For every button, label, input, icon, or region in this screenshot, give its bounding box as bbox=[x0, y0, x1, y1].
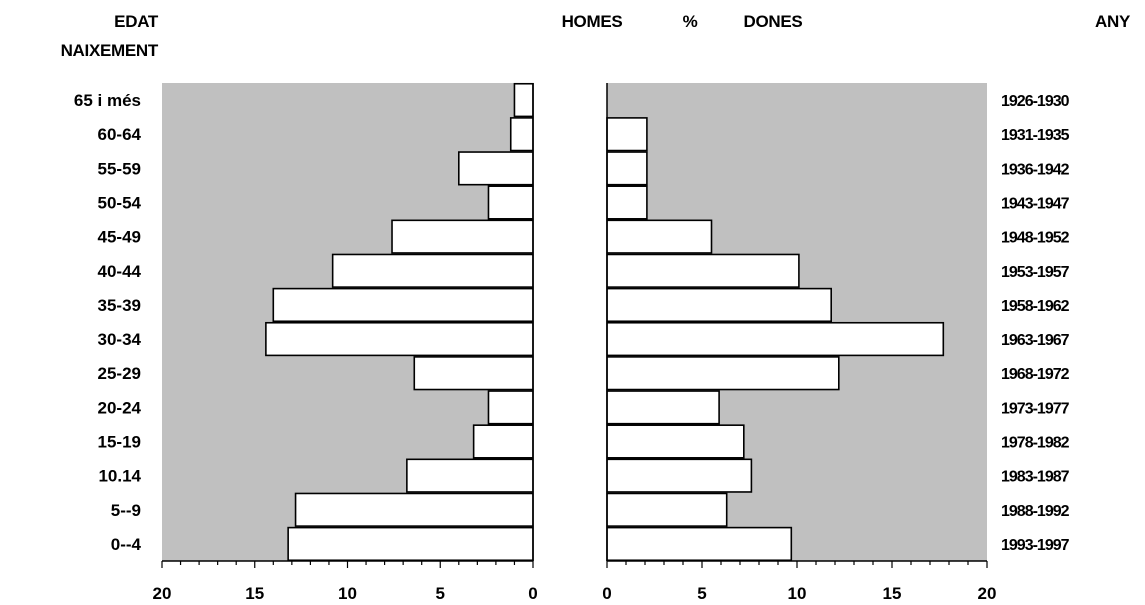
bar-dones bbox=[606, 356, 840, 391]
bar-homes bbox=[391, 219, 534, 254]
age-group-label: 0--4 bbox=[111, 535, 142, 554]
birth-year-label: 1993-1997 bbox=[1001, 537, 1070, 554]
birth-year-label: 1948-1952 bbox=[1001, 230, 1070, 247]
bar-homes bbox=[457, 151, 534, 186]
header-any: ANY bbox=[1095, 12, 1131, 31]
left-axis-tick-label: 20 bbox=[153, 584, 172, 603]
left-axis-tick-label: 5 bbox=[436, 584, 445, 603]
age-group-label: 40-44 bbox=[98, 262, 142, 281]
birth-year-label: 1968-1972 bbox=[1001, 366, 1070, 383]
bar-dones bbox=[606, 185, 648, 220]
birth-year-label: 1958-1962 bbox=[1001, 298, 1070, 315]
bar-homes bbox=[509, 117, 534, 152]
header-edat: EDAT bbox=[114, 12, 159, 31]
birth-year-label: 1988-1992 bbox=[1001, 503, 1070, 520]
header-homes: HOMES bbox=[562, 12, 623, 31]
age-group-label: 60-64 bbox=[98, 125, 142, 144]
bar-homes bbox=[487, 185, 534, 220]
age-group-label: 10.14 bbox=[98, 467, 141, 486]
bar-homes bbox=[331, 253, 534, 288]
right-axis-tick-label: 20 bbox=[978, 584, 997, 603]
birth-year-label: 1963-1967 bbox=[1001, 332, 1070, 349]
bar-dones bbox=[606, 151, 648, 186]
left-axis-tick-label: 0 bbox=[528, 584, 537, 603]
age-group-label: 30-34 bbox=[98, 330, 142, 349]
header-naixement: NAIXEMENT bbox=[61, 41, 159, 60]
age-group-label: 65 i més bbox=[74, 91, 141, 110]
age-group-label: 35-39 bbox=[98, 296, 141, 315]
bar-dones bbox=[606, 424, 745, 459]
right-axis-tick-label: 0 bbox=[602, 584, 611, 603]
bar-dones bbox=[606, 287, 832, 323]
right-axis-tick-label: 10 bbox=[788, 584, 807, 603]
header-percent: % bbox=[683, 12, 698, 31]
bar-homes bbox=[406, 458, 534, 493]
age-group-label: 5--9 bbox=[111, 501, 141, 520]
header-dones: DONES bbox=[744, 12, 803, 31]
age-group-label: 45-49 bbox=[98, 228, 141, 247]
bar-homes bbox=[472, 424, 534, 459]
birth-year-label: 1978-1982 bbox=[1001, 435, 1070, 452]
bar-homes bbox=[272, 287, 534, 323]
bar-dones bbox=[606, 526, 793, 562]
right-axis-tick-label: 5 bbox=[697, 584, 706, 603]
left-axis-tick-label: 15 bbox=[245, 584, 264, 603]
left-axis-tick-label: 10 bbox=[338, 584, 357, 603]
bar-homes bbox=[294, 492, 534, 527]
bar-dones bbox=[606, 253, 800, 288]
birth-year-label: 1983-1987 bbox=[1001, 469, 1070, 486]
age-group-label: 50-54 bbox=[98, 194, 142, 213]
age-group-label: 55-59 bbox=[98, 159, 141, 178]
bar-dones bbox=[606, 390, 720, 425]
bar-dones bbox=[606, 117, 648, 152]
birth-year-label: 1931-1935 bbox=[1001, 127, 1070, 144]
birth-year-label: 1926-1930 bbox=[1001, 93, 1070, 110]
birth-year-label: 1936-1942 bbox=[1001, 161, 1070, 178]
age-group-label: 15-19 bbox=[98, 433, 141, 452]
bar-homes bbox=[265, 321, 534, 357]
bar-dones bbox=[606, 321, 945, 357]
age-group-label: 25-29 bbox=[98, 364, 141, 383]
birth-year-label: 1953-1957 bbox=[1001, 264, 1070, 281]
bar-homes bbox=[287, 526, 534, 562]
bar-dones bbox=[606, 219, 713, 254]
right-axis-tick-label: 15 bbox=[883, 584, 902, 603]
age-group-label: 20-24 bbox=[98, 398, 142, 417]
birth-year-label: 1973-1977 bbox=[1001, 400, 1070, 417]
bar-homes bbox=[487, 390, 534, 425]
bar-dones bbox=[606, 492, 728, 527]
bar-homes bbox=[513, 82, 534, 118]
bar-homes bbox=[413, 356, 534, 391]
bar-dones bbox=[606, 458, 753, 493]
birth-year-label: 1943-1947 bbox=[1001, 196, 1070, 213]
